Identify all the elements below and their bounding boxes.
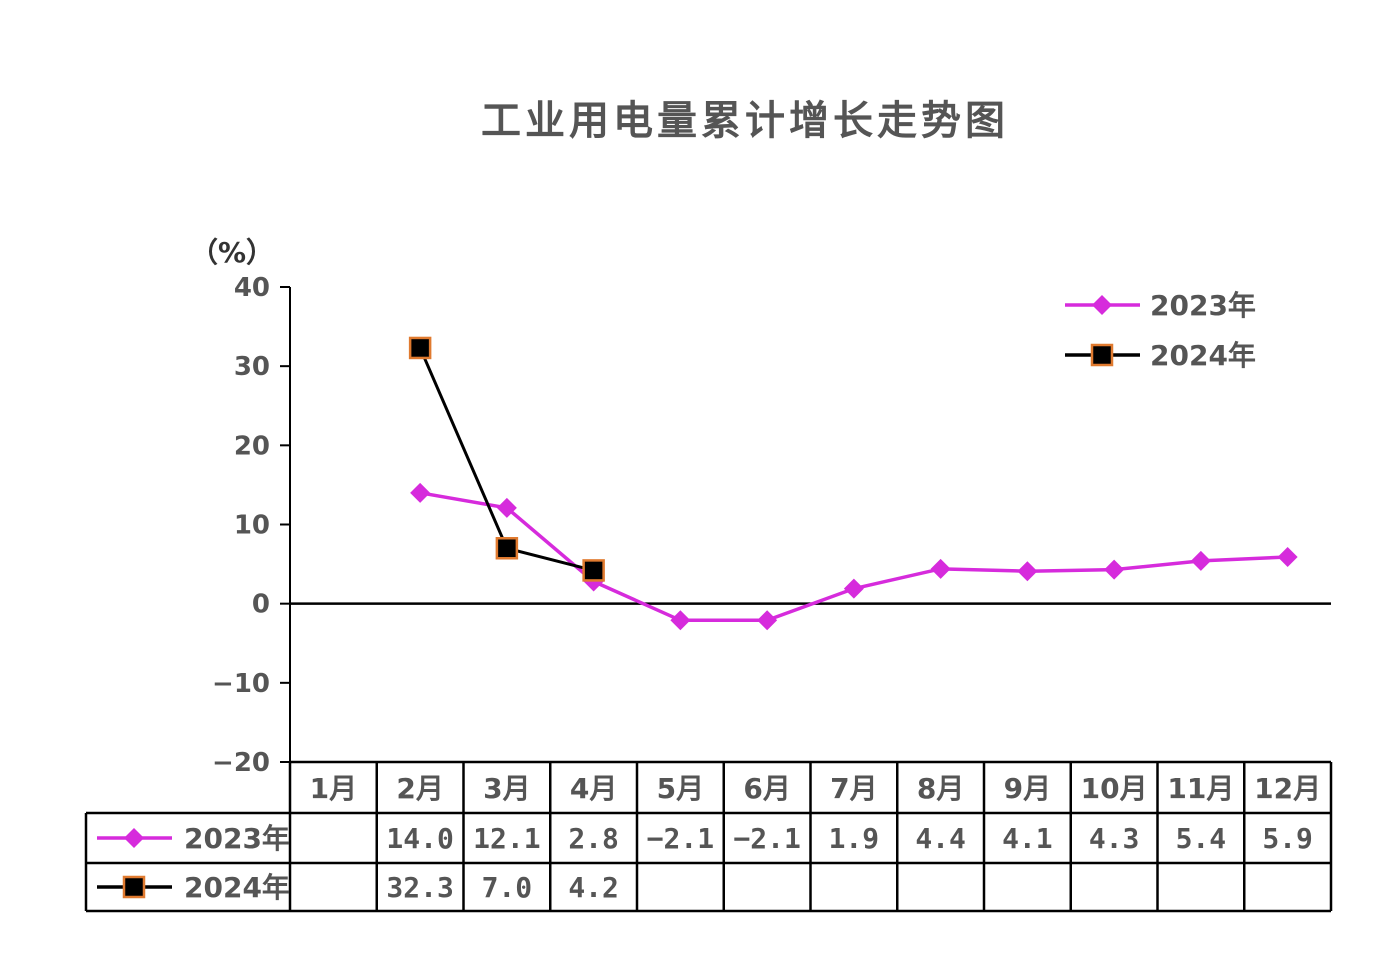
table-legend-marker: [122, 875, 146, 899]
table-value-cell: 7.0: [482, 871, 533, 904]
table-header-cell: 4月: [570, 772, 617, 805]
chart-title: 工业用电量累计增长走势图: [481, 98, 1009, 144]
table-header-cell: 11月: [1167, 772, 1234, 805]
legend: 2023年 2024年: [1065, 289, 1256, 372]
y-tick-label: 30: [234, 352, 270, 382]
table-value-cell: 4.2: [568, 871, 619, 904]
series-layer: [408, 336, 1298, 631]
table-series-name: 2023年: [184, 822, 290, 855]
data-point-0: [1017, 561, 1038, 582]
table-value-cell: 5.4: [1176, 822, 1227, 855]
table-value-cell: 4.3: [1089, 822, 1140, 855]
legend-marker: [1090, 343, 1114, 367]
table-header-cell: 2月: [396, 772, 443, 805]
data-point-0: [930, 558, 951, 579]
data-point-1: [408, 336, 432, 360]
table-value-cell: 1.9: [829, 822, 880, 855]
table-header-cell: 12月: [1254, 772, 1321, 805]
y-tick-label: −10: [212, 669, 270, 699]
table-series-name: 2024年: [184, 871, 290, 904]
data-point-0: [757, 610, 778, 631]
data-point-1: [582, 559, 605, 582]
series-line-0: [419, 491, 1288, 623]
table-header-cell: 3月: [483, 772, 530, 805]
table-header-cell: 10月: [1081, 772, 1148, 805]
table-header-cell: 6月: [743, 772, 790, 805]
y-axis-unit-label: （%）: [190, 236, 274, 269]
data-point-0: [670, 610, 691, 631]
table-value-cell: 4.4: [915, 822, 966, 855]
legend-label: 2024年: [1150, 339, 1256, 372]
table-value-cell: −2.1: [647, 822, 714, 855]
table-value-cell: 12.1: [473, 822, 540, 855]
table-header-cell: 9月: [1004, 772, 1051, 805]
axes: 40 30 20 10 0 −10 −20: [212, 273, 1331, 778]
legend-label: 2023年: [1150, 289, 1256, 322]
table-value-cell: −2.1: [733, 822, 800, 855]
y-tick-label: 40: [234, 273, 270, 303]
table-header-cell: 1月: [310, 772, 357, 805]
data-point-0: [1277, 546, 1298, 567]
y-tick-label: 10: [234, 511, 270, 541]
table-value-cell: 4.1: [1002, 822, 1053, 855]
table-header-cell: 7月: [830, 772, 877, 805]
table-value-cell: 2.8: [568, 822, 619, 855]
table-value-cell: 32.3: [386, 871, 453, 904]
data-point-1: [495, 537, 519, 560]
table-legend-marker: [124, 828, 144, 848]
y-tick-label: −20: [212, 748, 270, 778]
y-tick-label: 20: [234, 431, 270, 461]
legend-marker: [1092, 295, 1112, 315]
data-point-0: [1190, 550, 1211, 571]
data-point-0: [410, 482, 431, 503]
data-table: 1月 2月 3月 4月 5月 6月 7月 8月 9月 10月 11月 12月 2023年 14.0 12.1…: [84, 760, 1333, 913]
table-value-cell: 14.0: [386, 822, 453, 855]
y-tick-label: 0: [252, 590, 270, 620]
data-point-0: [1104, 559, 1125, 580]
data-point-0: [496, 497, 517, 518]
table-header-cell: 5月: [657, 772, 704, 805]
table-value-cell: 5.9: [1262, 822, 1313, 855]
data-point-0: [843, 578, 864, 599]
table-header-cell: 8月: [917, 772, 964, 805]
